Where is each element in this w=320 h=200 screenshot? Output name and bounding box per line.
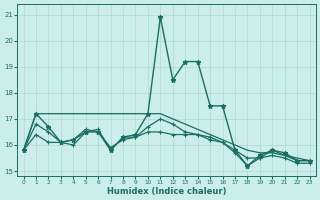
X-axis label: Humidex (Indice chaleur): Humidex (Indice chaleur) bbox=[107, 187, 226, 196]
